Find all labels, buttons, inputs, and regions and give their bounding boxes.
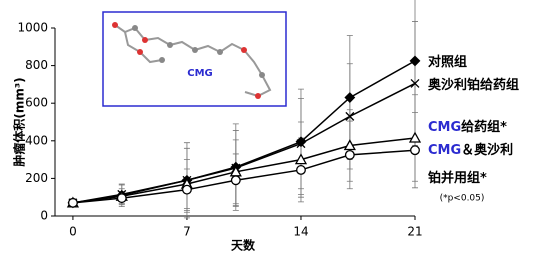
inset: CMG bbox=[102, 11, 287, 107]
x-tick-label: 0 bbox=[69, 225, 77, 239]
point bbox=[409, 55, 421, 67]
point bbox=[343, 139, 356, 151]
inset-label: CMG bbox=[187, 68, 213, 79]
annotation: (*p<0.05) bbox=[440, 194, 485, 204]
x-tick-label: 14 bbox=[293, 225, 308, 239]
x-tick-label: 21 bbox=[407, 225, 422, 239]
x-axis-label: 天数 bbox=[231, 238, 256, 253]
y-tick-label: 600 bbox=[25, 96, 48, 110]
point bbox=[344, 92, 356, 103]
legend-label: 奥沙利铂给药组 bbox=[428, 77, 519, 93]
y-tick-label: 400 bbox=[25, 133, 48, 147]
point bbox=[410, 79, 420, 88]
legend-label: CMG给药组* bbox=[428, 119, 507, 135]
point bbox=[345, 111, 355, 121]
point bbox=[408, 131, 422, 143]
point bbox=[116, 193, 127, 204]
y-axis-label: 肿瘤体积(mm³) bbox=[12, 77, 27, 166]
point bbox=[296, 139, 306, 149]
point bbox=[294, 153, 308, 165]
legend-label: CMG＆奥沙利铂并用组* bbox=[428, 142, 513, 186]
point bbox=[230, 175, 241, 186]
x-tick-label: 7 bbox=[183, 225, 191, 239]
y-tick-label: 200 bbox=[25, 171, 48, 185]
molecule-atoms bbox=[112, 22, 265, 99]
legend-label: 对照组 bbox=[428, 54, 467, 70]
point bbox=[181, 184, 192, 195]
y-tick-label: 1000 bbox=[17, 21, 48, 35]
point bbox=[344, 149, 355, 160]
y-tick-label: 0 bbox=[40, 209, 48, 223]
point bbox=[67, 197, 78, 208]
inset-frame bbox=[102, 11, 287, 107]
point bbox=[296, 164, 306, 175]
y-tick-label: 800 bbox=[25, 58, 48, 72]
point bbox=[410, 145, 420, 156]
